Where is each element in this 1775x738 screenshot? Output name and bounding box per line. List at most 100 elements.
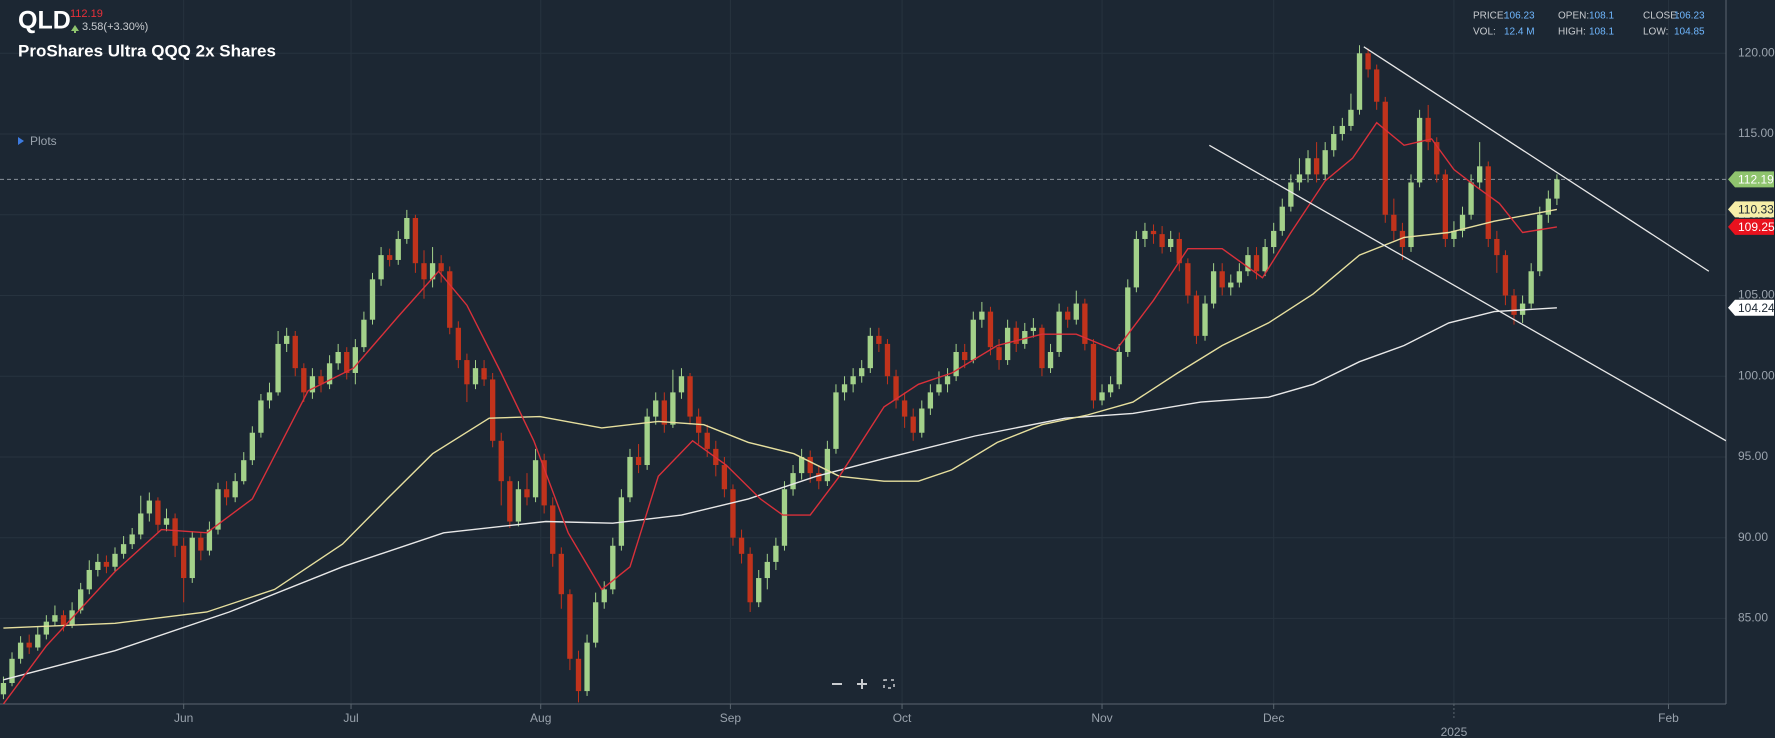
candle-body <box>378 255 384 280</box>
x-tick-label: Jun <box>174 711 193 725</box>
candle-body <box>489 379 496 441</box>
up-arrow <box>71 25 79 31</box>
candle-body <box>627 456 633 498</box>
y-tick-label: 120.00 <box>1738 45 1775 59</box>
candle-body <box>1408 182 1414 248</box>
info-value: 108.1 <box>1589 11 1614 22</box>
candle-body <box>1210 271 1217 304</box>
candle-body <box>429 263 436 280</box>
candle-body <box>275 343 281 393</box>
candle-body <box>541 460 547 506</box>
candle-body <box>1374 69 1380 102</box>
candle-body <box>1056 311 1062 352</box>
candle-body <box>1322 150 1328 175</box>
candle-body <box>1047 352 1054 369</box>
candle-body <box>326 363 333 385</box>
info-label: HIGH: <box>1558 27 1586 38</box>
candle-body <box>1193 295 1200 336</box>
zoom-controls <box>832 679 895 689</box>
candle-body <box>386 255 393 260</box>
candle-body <box>1391 214 1397 231</box>
candle-body <box>206 529 213 551</box>
candle-body <box>567 594 573 659</box>
plots-toggle[interactable]: Plots <box>30 134 57 148</box>
candle-body <box>138 513 144 535</box>
candle-body <box>1082 303 1088 344</box>
candle-body <box>241 460 247 482</box>
candle-body <box>524 489 530 498</box>
instrument-name: ProShares Ultra QQQ 2x Shares <box>18 41 276 60</box>
moving-average-line <box>3 307 1557 681</box>
info-value: 12.4 M <box>1504 27 1535 38</box>
candle-body <box>953 352 959 377</box>
candle-body <box>507 481 513 522</box>
candle-body <box>481 368 487 380</box>
candle-body <box>1107 384 1114 393</box>
candle-body <box>738 537 745 554</box>
candle-body <box>86 569 92 590</box>
x-tick-label: Feb <box>1658 711 1679 725</box>
candle-body <box>1511 295 1517 315</box>
info-label: PRICE: <box>1473 11 1506 22</box>
y-tick-label: 95.00 <box>1738 449 1768 463</box>
x-tick-label: Nov <box>1091 711 1112 725</box>
candle-body <box>1073 303 1079 320</box>
candle-body <box>747 553 753 603</box>
candle-body <box>103 561 110 567</box>
candle-body <box>601 589 607 603</box>
candle-body <box>550 505 556 554</box>
candle-body <box>155 500 161 525</box>
candle-body <box>1425 117 1431 143</box>
candle-body <box>558 553 564 595</box>
symbol: QLD <box>18 7 71 35</box>
candle-body <box>1485 166 1491 239</box>
candle-body <box>807 456 813 474</box>
up-arrow-stem <box>74 30 76 33</box>
candle-body <box>1099 392 1105 401</box>
candle-body <box>910 416 916 433</box>
candle-body <box>575 658 582 692</box>
candle-body <box>653 400 659 417</box>
candle-body <box>610 545 616 590</box>
candle-body <box>369 279 376 320</box>
candle-body <box>1502 255 1509 296</box>
candle-body <box>232 481 238 498</box>
candle-body <box>704 432 710 449</box>
candle-body <box>1296 174 1303 183</box>
candle-body <box>798 456 805 474</box>
candle-body <box>841 384 848 393</box>
candle-body <box>17 642 24 659</box>
candle-body <box>146 500 153 514</box>
candle-body <box>181 545 187 579</box>
candle-body <box>95 561 101 570</box>
fullscreen[interactable] <box>883 679 895 689</box>
candle-body <box>790 473 796 490</box>
candle-body <box>1313 158 1320 175</box>
candle-body <box>455 327 461 361</box>
candle-body <box>112 553 118 567</box>
candle-body <box>661 400 667 425</box>
candle-body <box>1494 238 1500 256</box>
info-value: 104.85 <box>1674 27 1705 38</box>
candle-body <box>893 376 899 401</box>
moving-average-line <box>2 121 1558 704</box>
candle-body <box>215 489 221 530</box>
candle-body <box>1331 134 1337 151</box>
candle-body <box>43 621 50 635</box>
candle-body <box>1468 182 1474 215</box>
info-value: 106.23 <box>1504 11 1535 22</box>
candle-body <box>1271 230 1277 248</box>
x-tick-label: Oct <box>893 711 912 725</box>
header-price: 112.19 <box>70 8 103 20</box>
plots-toggle-icon[interactable] <box>18 137 24 145</box>
candle-body <box>1125 287 1131 352</box>
value-tag <box>1728 171 1774 188</box>
candle-body <box>1459 214 1466 231</box>
candle-body <box>884 343 891 377</box>
info-value: 106.23 <box>1674 11 1705 22</box>
candle-body <box>1253 255 1260 272</box>
candle-body <box>1022 331 1028 344</box>
candle-body <box>532 460 539 498</box>
